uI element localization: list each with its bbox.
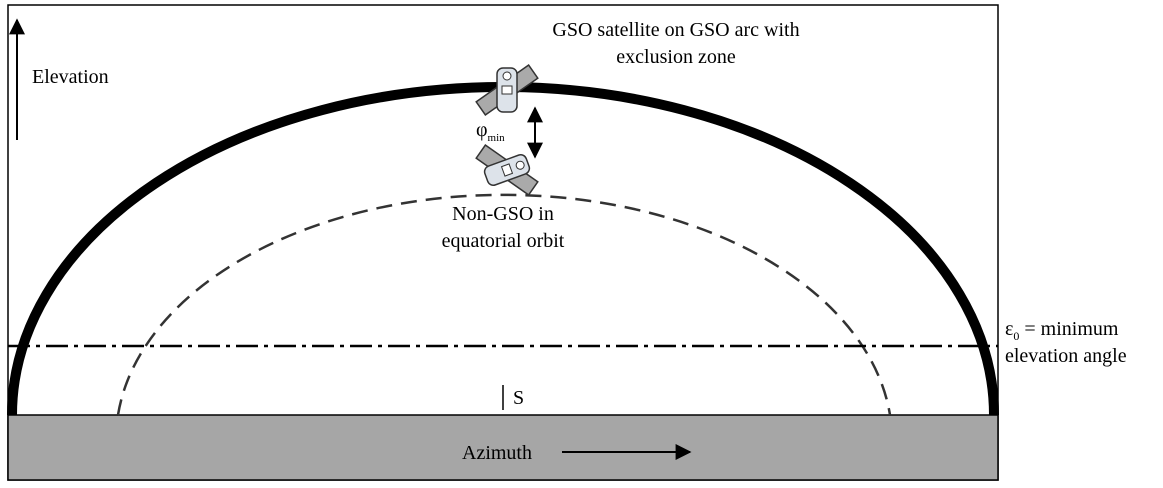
- non-gso-label: Non-GSO in: [452, 203, 554, 225]
- non-gso-label: equatorial orbit: [442, 230, 565, 252]
- phi-subscript: min: [488, 132, 506, 144]
- south-label: S: [513, 387, 524, 409]
- epsilon-label: ε0 = minimum: [1005, 318, 1119, 343]
- gso-label: exclusion zone: [616, 46, 736, 68]
- phi-symbol: φ: [476, 119, 488, 141]
- epsilon-text: = minimum: [1019, 318, 1119, 340]
- epsilon-subscript: 0: [1013, 329, 1019, 343]
- non-gso-arc: [116, 193, 892, 416]
- epsilon-symbol: ε: [1005, 318, 1013, 340]
- gso-label: GSO satellite on GSO arc with: [552, 19, 799, 41]
- phi-label: φmin: [476, 119, 505, 144]
- azimuth-label: Azimuth: [462, 442, 532, 464]
- epsilon-label: elevation angle: [1005, 345, 1127, 367]
- ground: [7, 414, 999, 481]
- elevation-label: Elevation: [32, 66, 109, 88]
